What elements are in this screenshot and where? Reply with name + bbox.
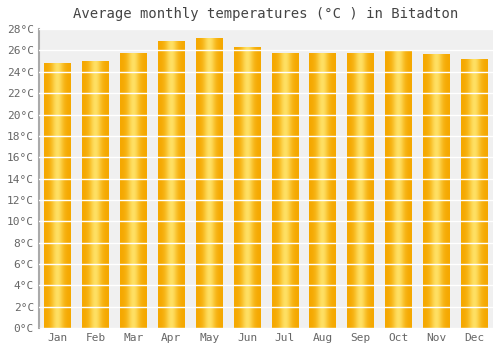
Title: Average monthly temperatures (°C ) in Bitadton: Average monthly temperatures (°C ) in Bi… (74, 7, 458, 21)
